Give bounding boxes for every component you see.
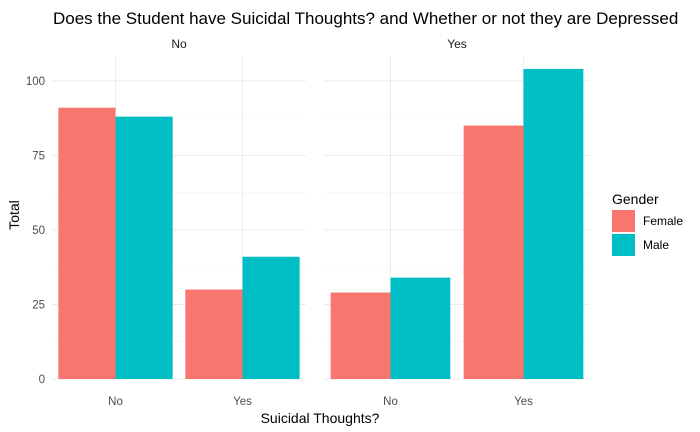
y-axis: 0 25 50 75 100 [26, 76, 45, 386]
y-tick-label: 50 [32, 225, 45, 237]
panels: No Yes No No Yes Yes [52, 37, 590, 408]
panel-1: No Yes Yes [324, 37, 590, 408]
bar-yes-no-female [330, 292, 391, 379]
panel-0: No Yes No [52, 37, 306, 408]
facet-label: Yes [447, 37, 467, 51]
bar-no-yes-female [185, 289, 243, 379]
x-axis-title: Suicidal Thoughts? [261, 410, 380, 426]
legend-title: Gender [612, 191, 659, 207]
bar-no-no-male [115, 116, 173, 379]
legend-swatch-female [612, 210, 635, 232]
facet-label: No [171, 37, 187, 51]
bar-no-yes-male [242, 256, 300, 379]
legend: Gender Female Male [612, 191, 683, 256]
y-tick-label: 0 [39, 374, 45, 386]
bar-yes-yes-male [523, 68, 584, 379]
chart-title: Does the Student have Suicidal Thoughts?… [53, 9, 678, 28]
x-tick-label: Yes [514, 396, 533, 408]
bar-yes-yes-female [463, 125, 524, 380]
x-tick-label: No [108, 396, 123, 408]
legend-swatch-male [612, 234, 635, 256]
bar-no-no-female [58, 107, 116, 380]
y-tick-label: 100 [26, 76, 45, 88]
legend-label-female: Female [643, 214, 683, 228]
bar-yes-no-male [390, 277, 451, 379]
y-tick-label: 25 [32, 299, 45, 311]
y-axis-title: Total [6, 200, 22, 230]
x-tick-label: Yes [233, 396, 252, 408]
y-tick-label: 75 [32, 150, 45, 162]
legend-label-male: Male [643, 238, 669, 252]
x-tick-label: No [383, 396, 398, 408]
